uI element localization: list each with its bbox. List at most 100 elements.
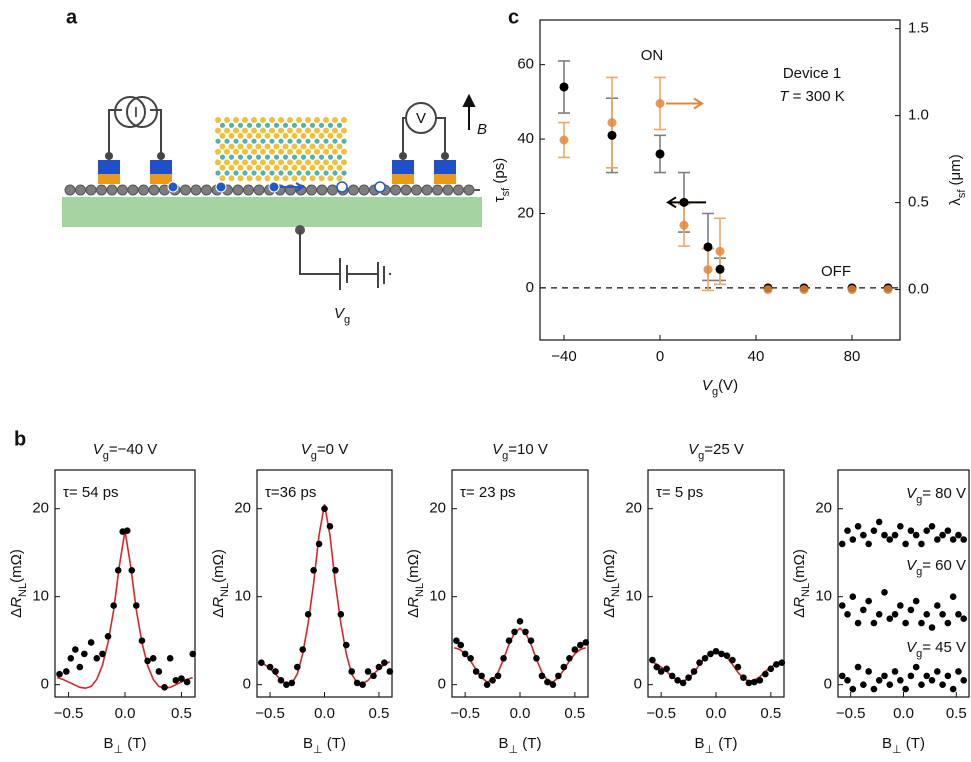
data-point xyxy=(105,633,112,640)
crystal-atom xyxy=(251,139,256,144)
crystal-atom xyxy=(310,123,315,128)
data-point xyxy=(902,620,909,627)
crystal-atom xyxy=(319,144,325,150)
crystal-atom xyxy=(251,117,257,123)
data-point xyxy=(139,637,146,644)
crystal-atom xyxy=(319,123,324,128)
electrode xyxy=(98,160,120,174)
fit-line xyxy=(454,628,586,682)
data-point xyxy=(173,677,180,684)
plot-frame xyxy=(257,470,392,697)
crystal-atom xyxy=(229,155,234,160)
y-tick-label: 0 xyxy=(438,676,446,693)
graphene-atom xyxy=(76,185,86,195)
crystal-atom xyxy=(283,165,289,171)
graphene-atom xyxy=(86,185,96,195)
graphene-atom xyxy=(118,185,128,195)
y-tick-label: 10 xyxy=(815,588,832,605)
crystal-atom xyxy=(341,128,347,134)
crystal-atom xyxy=(314,149,320,155)
crystal-atom xyxy=(256,144,262,150)
data-point xyxy=(332,567,339,574)
annotation-part: = 300 K xyxy=(788,88,844,105)
crystal-atom xyxy=(278,159,284,165)
graphene-atom xyxy=(349,185,359,195)
data-point xyxy=(316,541,323,548)
data-point xyxy=(886,681,893,688)
data-point xyxy=(583,639,590,646)
crystal-atom xyxy=(305,159,311,165)
x-tick-label: 0.5 xyxy=(946,705,967,722)
data-point xyxy=(258,659,265,666)
electrode-base xyxy=(392,174,414,184)
data-point xyxy=(649,657,656,664)
data-point xyxy=(955,532,962,539)
graphene-atom xyxy=(202,185,212,195)
crystal-atom xyxy=(256,155,261,160)
crystal-atom xyxy=(341,117,347,123)
data-point xyxy=(844,677,851,684)
crystal-atom xyxy=(256,175,262,181)
crystal-atom xyxy=(337,133,343,139)
crystal-atom xyxy=(332,128,338,134)
data-point xyxy=(93,655,100,662)
y-tick-label: 10 xyxy=(32,588,49,605)
data-point xyxy=(348,668,355,675)
annotation: τ=36 ps xyxy=(265,484,316,501)
crystal-atom xyxy=(292,165,298,171)
crystal-atom xyxy=(269,149,275,155)
crystal-atom xyxy=(274,165,280,171)
crystal-atom xyxy=(224,128,230,134)
data-point xyxy=(305,611,312,618)
x-axis-label-part: B xyxy=(303,735,313,752)
data-point xyxy=(572,646,579,653)
y-axis-label-part: NL xyxy=(17,583,29,597)
crystal-atom xyxy=(233,139,238,144)
data-point xyxy=(892,532,899,539)
data-point xyxy=(150,655,157,662)
crystal-atom xyxy=(215,128,221,134)
y-tick-label: 10 xyxy=(234,588,251,605)
crystal-atom xyxy=(274,155,279,160)
y-axis-label: ΔRNL(mΩ) xyxy=(405,549,426,618)
subplot-title-part: =0 V xyxy=(317,441,348,458)
crystal-atom xyxy=(287,117,293,123)
data-point xyxy=(128,567,135,574)
ground-dot xyxy=(389,273,391,275)
data-point xyxy=(457,642,464,649)
data-point xyxy=(327,523,334,530)
graphene-atom xyxy=(412,185,422,195)
crystal-atom xyxy=(274,144,280,150)
data-point xyxy=(704,242,713,251)
x-axis-label-part: ⊥ xyxy=(705,744,715,756)
crystal-atom xyxy=(305,170,310,175)
crystal-atom xyxy=(314,159,320,165)
crystal-atom xyxy=(328,133,334,139)
data-point xyxy=(844,611,851,618)
crystal-atom xyxy=(251,170,256,175)
crystal-atom xyxy=(341,139,346,144)
crystal-atom xyxy=(265,175,271,181)
graphene-atom xyxy=(191,185,201,195)
crystal-atom xyxy=(283,123,288,128)
data-point xyxy=(517,618,524,625)
subplot-title-part: =10 V xyxy=(508,441,548,458)
crystal-atom xyxy=(328,165,334,171)
data-point xyxy=(702,655,709,662)
crystal-atom xyxy=(305,139,310,144)
data-point xyxy=(871,527,878,534)
crystal-atom xyxy=(323,159,329,165)
crystal-atom xyxy=(341,159,347,165)
y-tick-label: 0 xyxy=(243,676,251,693)
data-point xyxy=(934,668,941,675)
data-point xyxy=(934,602,941,609)
x-axis-label-part: ⊥ xyxy=(313,744,323,756)
x-tick-label: −0.5 xyxy=(646,705,676,722)
series-label-part: = 45 V xyxy=(922,639,966,656)
data-point xyxy=(484,681,491,688)
data-point xyxy=(918,681,925,688)
crystal-atom xyxy=(251,149,257,155)
data-point xyxy=(115,567,122,574)
data-point xyxy=(729,657,736,664)
crystal-atom xyxy=(256,165,262,171)
